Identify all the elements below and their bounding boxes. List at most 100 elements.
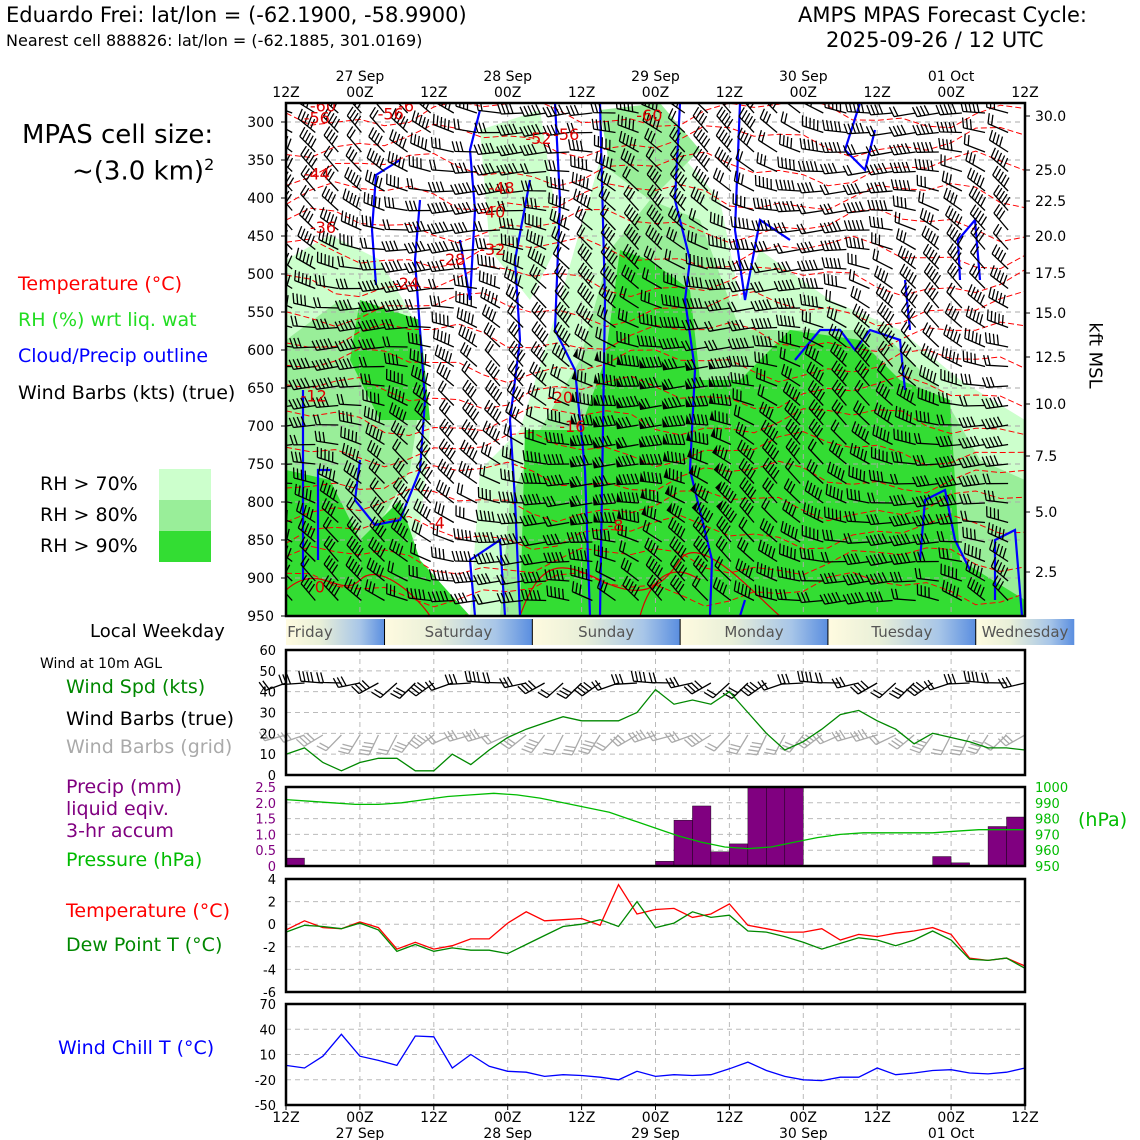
wind-barb xyxy=(984,332,1009,348)
wind-barb xyxy=(644,128,663,153)
wind-barb xyxy=(773,222,801,234)
wind-barb xyxy=(866,103,893,116)
wind-barb xyxy=(730,372,755,387)
wind-barb xyxy=(918,364,940,387)
wind-barb xyxy=(382,336,408,348)
kft-tick-label: 20.0 xyxy=(1035,229,1066,245)
wind-barb xyxy=(819,572,847,585)
wind-barb xyxy=(940,563,963,582)
wind-barb xyxy=(338,410,362,426)
wind-barb xyxy=(387,151,408,173)
wind-barb xyxy=(842,144,870,156)
wind-barb xyxy=(900,301,917,328)
wind-barb xyxy=(552,244,570,270)
wind-barb xyxy=(941,170,963,192)
wind-barb xyxy=(639,471,663,485)
panel-y-label: 70 xyxy=(259,998,276,1013)
wind-barb-grid xyxy=(746,734,767,756)
wind-barb xyxy=(728,355,755,368)
wind-barb xyxy=(451,258,477,270)
wind-barb xyxy=(773,242,801,254)
wind-barb xyxy=(519,163,547,175)
wind-barb xyxy=(712,167,732,192)
wind-barb xyxy=(485,379,503,406)
wind-barb xyxy=(566,122,593,134)
wind-barb xyxy=(594,351,616,368)
wind-barb-grid xyxy=(593,734,619,752)
wind-barb xyxy=(566,531,593,543)
panel-y-label: 0 xyxy=(268,918,276,933)
wind-barb-true xyxy=(722,682,749,699)
wind-barb xyxy=(616,395,640,409)
panel-frame xyxy=(284,1002,1027,1107)
wind-barb-grid xyxy=(704,734,730,752)
wind-barb-true xyxy=(963,670,989,684)
wind-barb xyxy=(680,340,708,352)
wind-barb xyxy=(475,237,501,251)
wind-barb xyxy=(692,145,711,172)
wind-barb xyxy=(390,517,409,543)
wind-barb xyxy=(844,510,870,524)
wind-barb xyxy=(638,400,645,410)
rh70-swatch xyxy=(159,469,211,500)
wind-barb xyxy=(704,278,731,291)
wind-barb xyxy=(286,365,293,368)
wind-barb xyxy=(593,493,617,506)
wind-barb xyxy=(498,491,524,504)
wind-barb xyxy=(455,290,478,309)
header-nearest: Nearest cell 888826: lat/lon = (-62.1885… xyxy=(6,31,423,50)
wind-barbs-true-label: Wind Barbs (true) xyxy=(66,708,235,730)
wind-barb xyxy=(616,491,640,504)
wind-barb xyxy=(527,382,547,407)
wind-barb xyxy=(750,240,778,253)
weekday-band xyxy=(975,619,1075,645)
wind-barb xyxy=(754,351,778,368)
wind-barb xyxy=(865,125,893,137)
wind-barb xyxy=(710,427,716,438)
isotherm-line xyxy=(286,235,1025,270)
wind-barb xyxy=(598,186,616,211)
wind-barb xyxy=(622,575,640,601)
wind-barb xyxy=(595,151,616,173)
wind-barb xyxy=(867,492,893,504)
wind-barb xyxy=(569,436,576,446)
rh80-swatch xyxy=(159,500,211,531)
wind-barb xyxy=(708,377,714,387)
wind-barb xyxy=(847,252,870,270)
wind-barb xyxy=(662,396,685,410)
wind-barb xyxy=(341,442,362,465)
wind-barb xyxy=(544,569,570,582)
wind-barb xyxy=(615,399,622,408)
wind-barb xyxy=(392,497,410,523)
wind-barb xyxy=(473,202,501,215)
wind-barb xyxy=(866,591,893,603)
wind-barb-true xyxy=(665,676,693,689)
wind-barb xyxy=(716,501,738,523)
wind-barb xyxy=(622,166,640,192)
wind-barb xyxy=(549,208,570,231)
wind-barb xyxy=(426,240,454,254)
wind-barb xyxy=(568,548,593,563)
wind-barb-true xyxy=(298,670,323,684)
wind-barb xyxy=(412,382,432,407)
wind-barb xyxy=(738,458,756,484)
wind-barb-grid xyxy=(909,734,934,754)
wind-barb xyxy=(520,180,547,192)
wind-barb xyxy=(993,204,1009,231)
wind-barb xyxy=(916,174,939,192)
wind-barb xyxy=(409,542,431,563)
wind-barb xyxy=(889,161,916,174)
wind-barb xyxy=(866,513,893,526)
wind-barb xyxy=(593,373,599,384)
wind-barb xyxy=(299,536,316,562)
wind-barb-grid xyxy=(930,734,952,756)
wind-barb xyxy=(843,122,870,135)
wind-barb-true xyxy=(683,680,712,695)
wind-barb-grid xyxy=(965,734,989,755)
wind-barb xyxy=(820,551,847,563)
wind-barb xyxy=(849,442,870,465)
wind-barb xyxy=(946,224,964,250)
wind-barb xyxy=(733,404,755,426)
wind-barb xyxy=(428,159,454,173)
wind-barb xyxy=(592,459,599,468)
